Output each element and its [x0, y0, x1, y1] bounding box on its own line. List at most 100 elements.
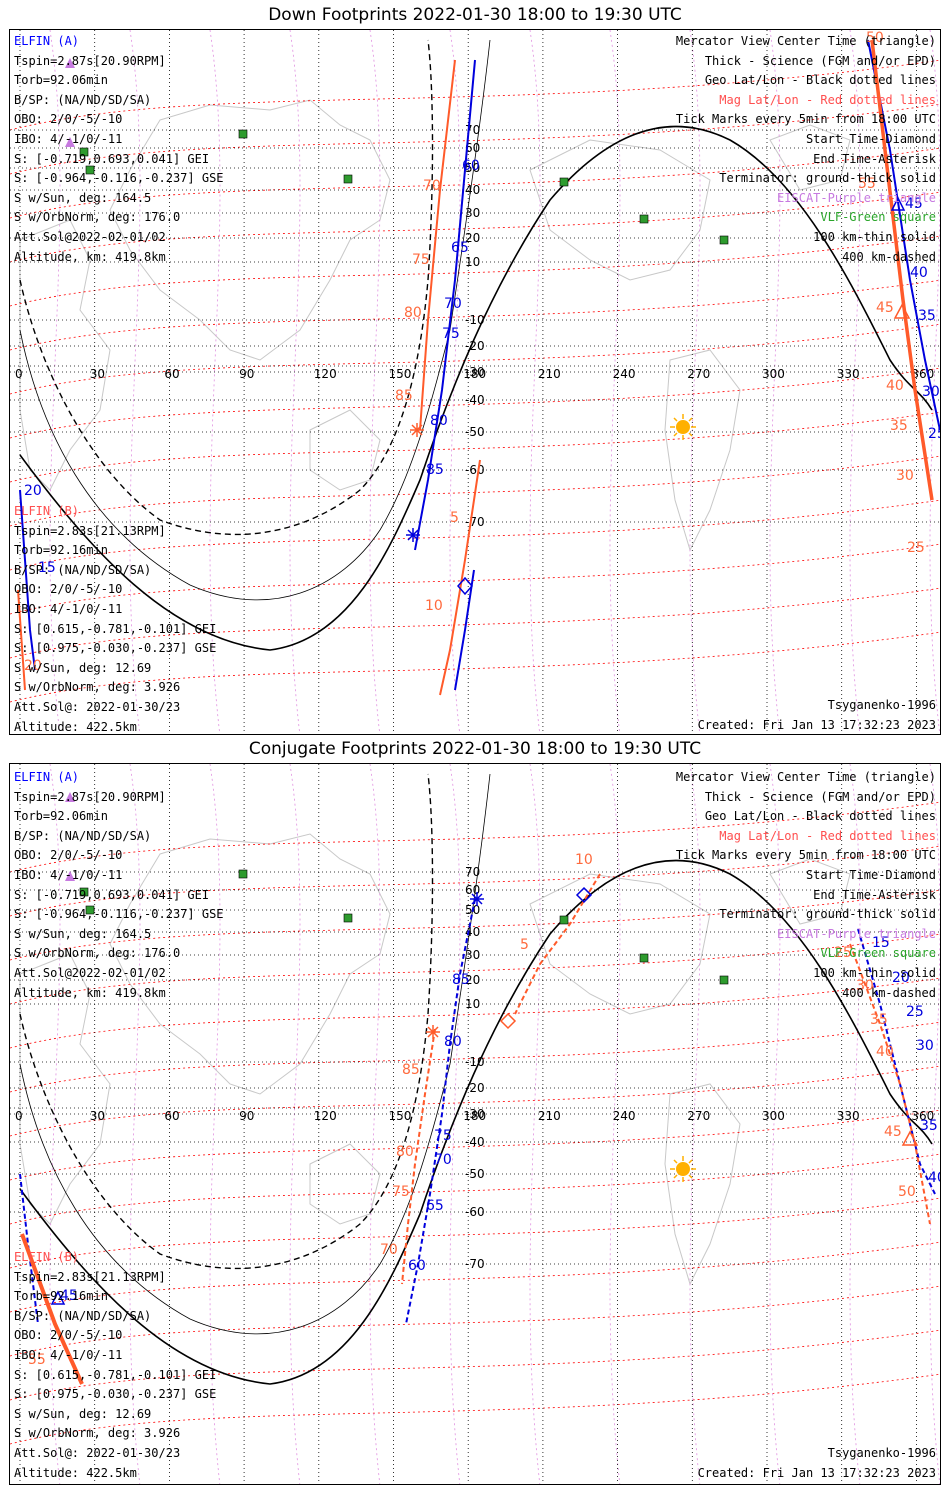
vlf-square: [719, 975, 729, 985]
elfin-b-end-asterisk: [426, 1025, 440, 1039]
conjugate-footprints-map: 0 30 60 90 120 150 180 210 240 270 300 330 360 70 60 5…: [10, 764, 940, 1484]
lat-tick-label: 20: [465, 973, 480, 987]
lon-tick-label: 120: [314, 367, 337, 381]
vlf-square: [719, 235, 729, 245]
footer: Tsyganenko-1996 Created: Fri Jan 13 17:3…: [698, 1444, 936, 1483]
elfin-b-track-right: [849, 943, 931, 1225]
tick-label: 65: [451, 240, 469, 256]
tick-label: 80: [404, 305, 422, 321]
vlf-square: [639, 953, 649, 963]
mag-lat-line: [10, 1109, 940, 1181]
info-line: B/SP: (NA/ND/SD/SA): [14, 828, 152, 843]
lon-tick-label: 270: [687, 1109, 710, 1123]
tick-label: 20: [24, 483, 42, 499]
legend-line: Mercator View Center Time (triangle): [675, 34, 936, 48]
mag-lat-line: [10, 1285, 940, 1357]
lon-tick-label: 330: [837, 1109, 860, 1123]
legend-line: 100 km-thin solid: [813, 965, 936, 980]
elfin-a-info: ELFIN (A) Tspin=2.87s[20.90RPM] Torb=92.…: [14, 32, 224, 267]
info-line: S: [-0.964,-0.116,-0.237] GSE: [14, 907, 224, 922]
mag-lat-line: [10, 499, 940, 571]
model-label: Tsyganenko-1996: [827, 1446, 936, 1460]
tick-label: 65: [426, 1198, 444, 1214]
tick-label: 35: [918, 308, 936, 324]
info-line: Altitude: 422.5km: [14, 719, 137, 734]
mag-lat-line: [10, 1021, 940, 1093]
lat-tick-label: 40: [465, 183, 480, 197]
tick-label: 25: [907, 540, 925, 556]
tick-label: 55: [28, 1352, 46, 1368]
legend-line: Mag Lat/Lon - Red dotted lines: [719, 92, 936, 107]
legend-line: 400 km-dashed: [842, 249, 936, 264]
mag-lat-line: [10, 235, 940, 307]
legend-line: VLF-Green square: [820, 210, 936, 225]
mag-lat-line: [10, 323, 940, 395]
tick-label: 75: [442, 326, 460, 342]
info-line: Altitude, km: 419.8km: [14, 249, 166, 264]
bottom-title: Conjugate Footprints 2022-01-30 18:00 to…: [248, 739, 702, 759]
mag-lat-line: [10, 1065, 940, 1137]
info-line: S w/OrbNorm, deg: 3.926: [14, 1426, 181, 1441]
lon-tick-label: 330: [837, 367, 860, 381]
elfin-b-info: ELFIN (B) Tspin=2.83s[21.13RPM] Torb=92.…: [14, 1248, 216, 1483]
lat-tick-label: -20: [465, 339, 485, 353]
info-line: OBO: 2/0/-5/-10: [14, 582, 123, 597]
lat-tick-label: -10: [465, 1055, 485, 1069]
tick-label: 40: [876, 1044, 894, 1060]
elfin-a-tick-labels: 85 80 75 70 65 60 15 20 25 30 35 40 45: [60, 935, 940, 1304]
lat-tick-label: -40: [465, 393, 485, 407]
elfin-b-start-diamond: [499, 1012, 517, 1030]
geo-grid: [10, 764, 940, 1484]
sun-icon: [670, 1156, 696, 1182]
elfin-a-header: ELFIN (A): [14, 770, 80, 784]
legend-line: Tick Marks every 5min from 18:00 UTC: [675, 112, 936, 127]
lon-tick-label: 300: [762, 367, 785, 381]
mag-grid: [10, 764, 940, 1484]
tick-label: 45: [884, 1124, 902, 1140]
terminator-100km: [19, 39, 491, 601]
lon-tick-label: 240: [613, 367, 636, 381]
lon-tick-label: 60: [164, 367, 179, 381]
elfin-a-start-diamond: [575, 886, 593, 904]
tick-label: 45: [905, 196, 923, 212]
info-line: S w/Sun, deg: 164.5: [14, 926, 152, 941]
legend-line: End Time-Asterisk: [813, 151, 936, 166]
lat-tick-label: 50: [465, 161, 480, 175]
created-label: Created: Fri Jan 13 17:32:23 2023: [697, 717, 936, 732]
mag-lat-line: [10, 191, 940, 263]
elfin-a-center-triangle: [50, 1290, 66, 1305]
footer: Tsyganenko-1996 Created: Fri Jan 13 17:3…: [697, 696, 936, 734]
tick-label: 55: [858, 176, 876, 192]
info-line: Att.Sol@2022-02-01/02: [14, 965, 166, 980]
info-line: Tspin=2.87s[20.90RPM]: [14, 53, 166, 68]
legend-line: End Time-Asterisk: [813, 887, 936, 902]
elfin-a-info: ELFIN (A) Tspin=2.87s[20.90RPM] Torb=92.…: [14, 768, 224, 1003]
tick-label: 40: [910, 265, 928, 281]
elfin-b-header: ELFIN (B): [14, 504, 80, 518]
tick-label: 80: [396, 1144, 414, 1160]
legend-line: EISCAT-Purple triangle: [777, 926, 936, 941]
lat-tick-label: -60: [465, 1205, 485, 1219]
mag-lat-line: [10, 587, 940, 659]
lat-tick-label: 20: [465, 231, 480, 245]
tick-label: 80: [444, 1034, 462, 1050]
vlf-stations: [79, 129, 729, 245]
elfin-a-start-diamond: [457, 576, 473, 596]
lat-tick-label: 10: [465, 997, 480, 1011]
info-line: S w/OrbNorm, deg: 176.0: [14, 946, 181, 961]
tick-label: 50: [866, 30, 884, 46]
legend-line: Thick - Science (FGM and/or EPD): [704, 53, 936, 68]
mag-grid: [10, 30, 940, 734]
elfin-b-track-mid: [401, 1028, 436, 1285]
tick-label: 25: [834, 945, 852, 961]
info-line: Altitude: 422.5km: [14, 1465, 137, 1480]
lon-tick-label: 90: [239, 367, 254, 381]
elfin-a-tick-labels: 60 65 70 75 80 85 45 40 35 30 25 20 15: [24, 158, 940, 576]
elfin-a-center-triangle: [890, 196, 906, 211]
mag-lon-line: [529, 30, 541, 734]
tick-label: 45: [60, 1288, 78, 1304]
lon-tick-label: 210: [538, 367, 561, 381]
mag-lon-line: [449, 30, 461, 734]
elfin-b-tick-labels: 70 75 80 85 5 10 55 50 45 40 35 30 25 20: [24, 30, 925, 674]
tick-label: 35: [890, 418, 908, 434]
